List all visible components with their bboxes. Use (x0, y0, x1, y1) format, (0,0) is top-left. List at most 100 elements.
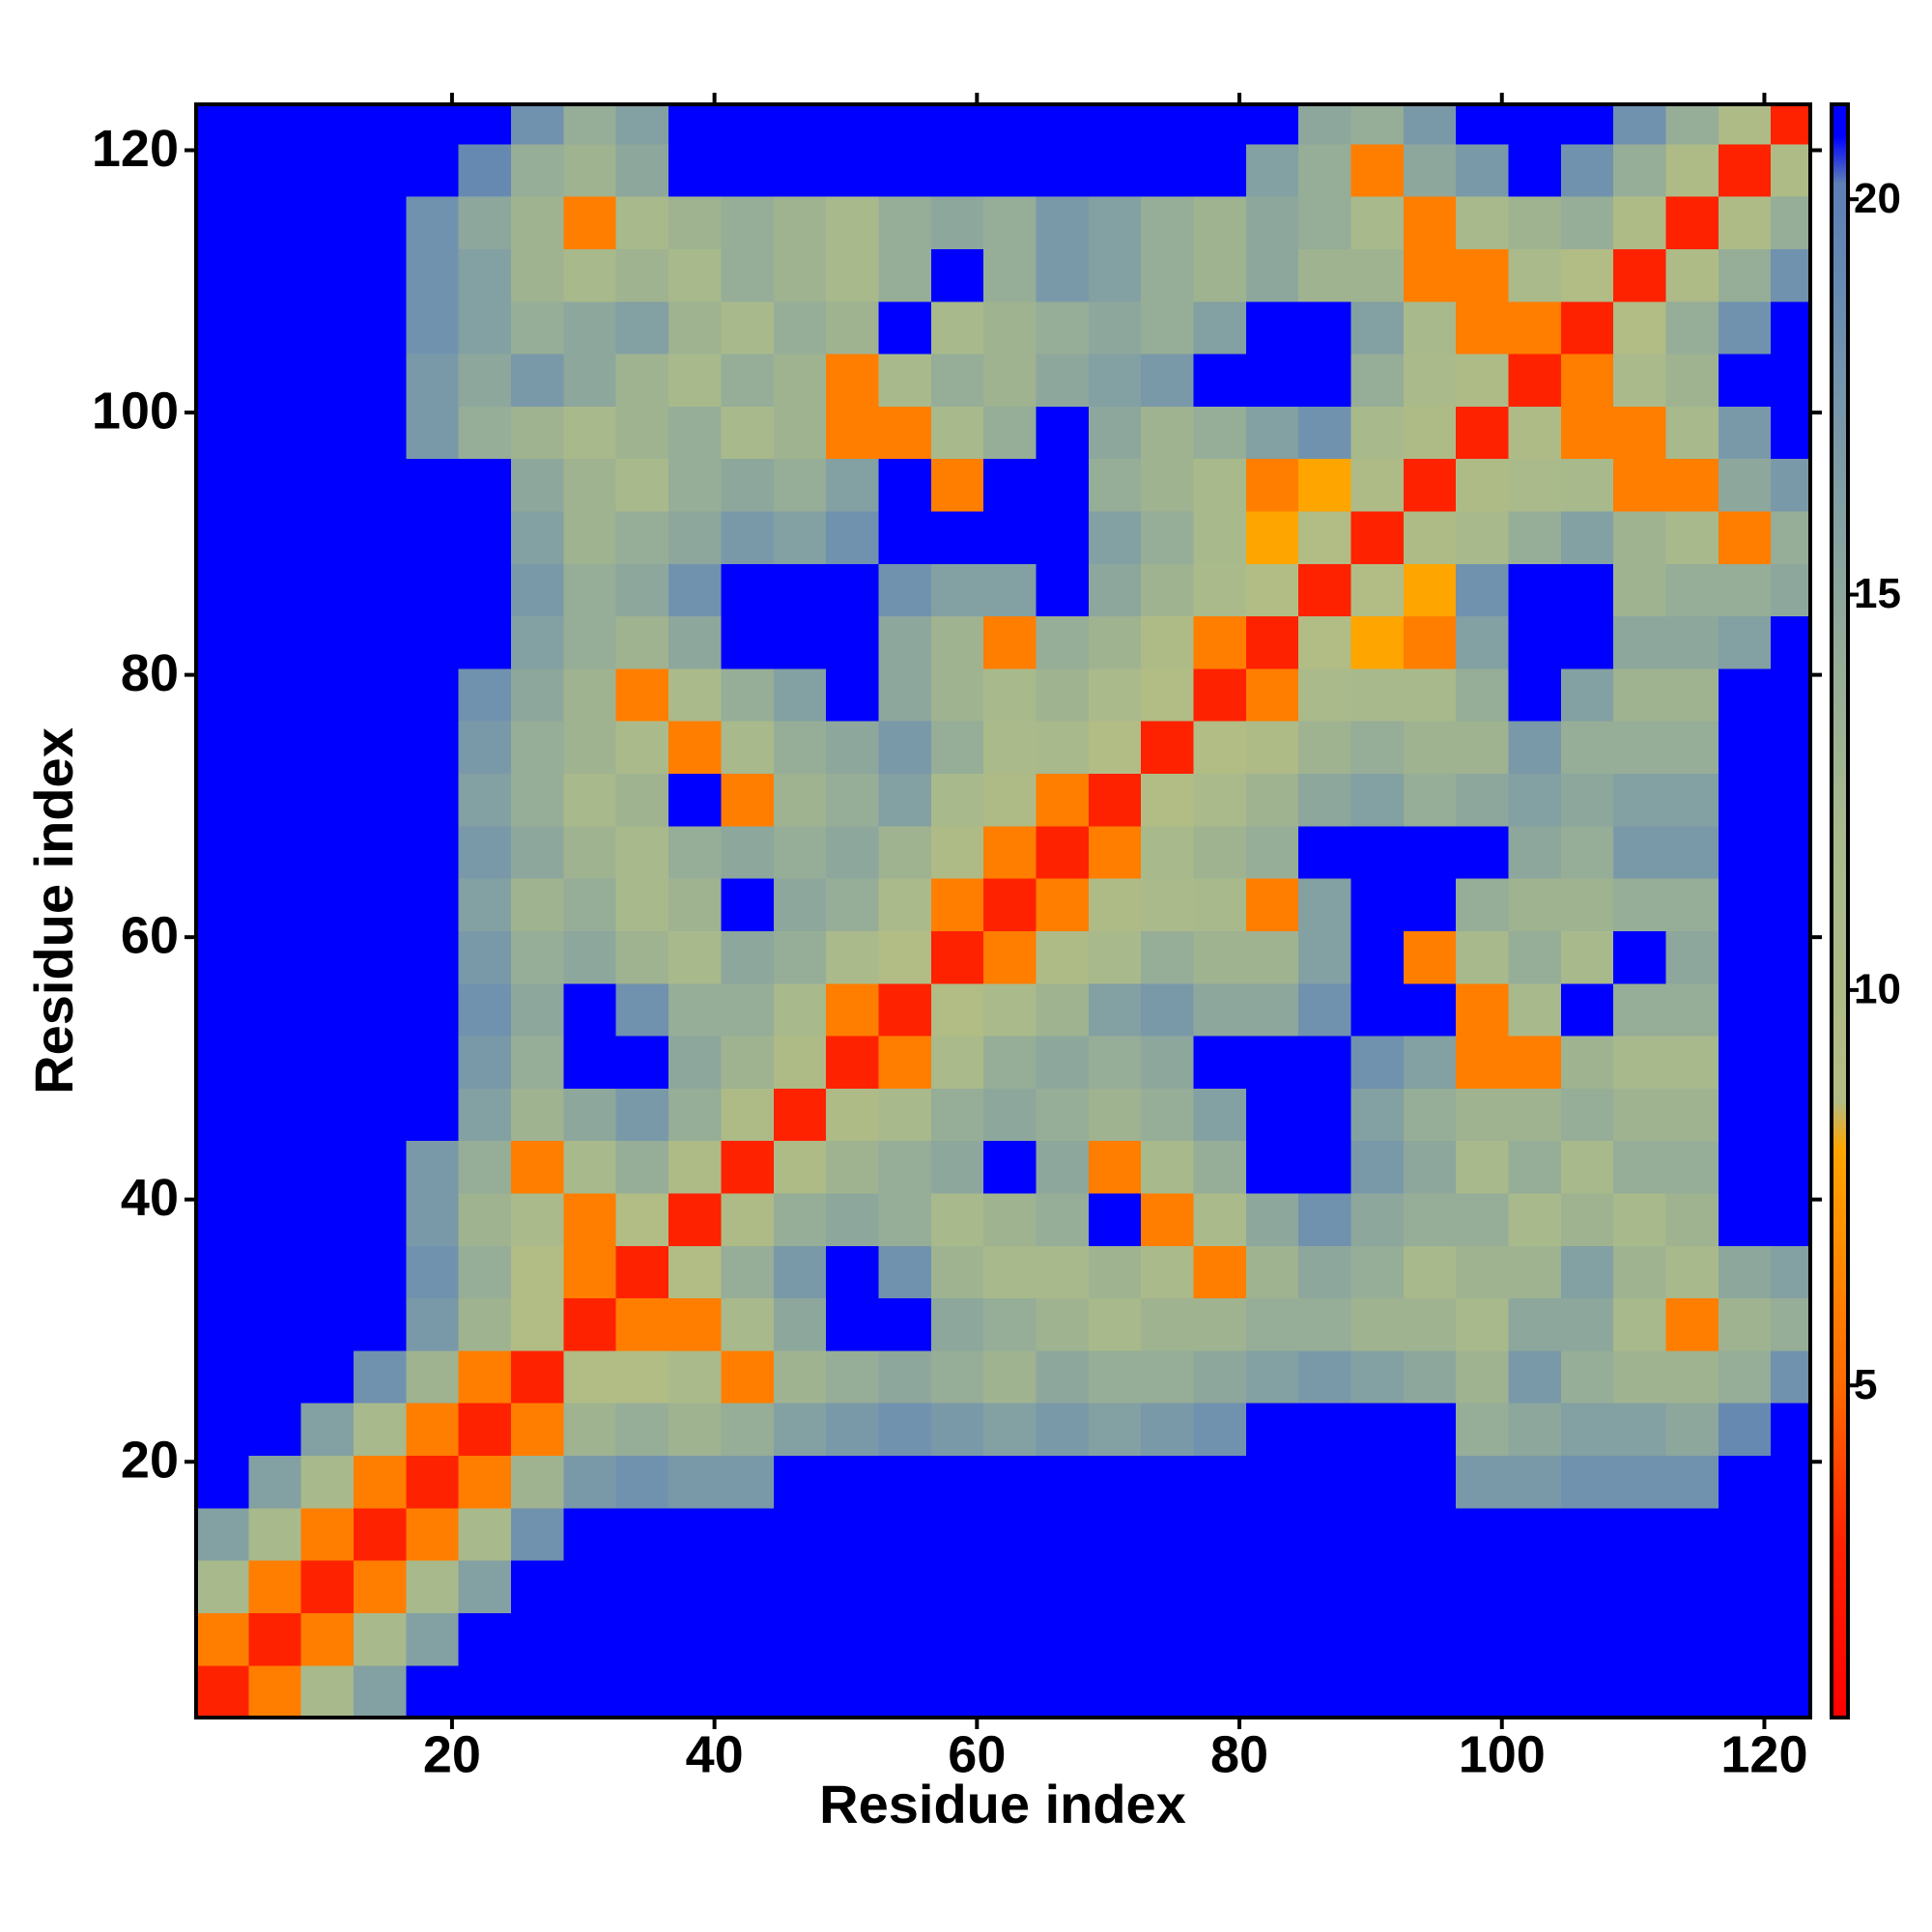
heatmap-cell (1771, 1192, 1810, 1246)
heatmap-cell (1141, 982, 1195, 1037)
heatmap-cell (721, 1507, 775, 1561)
heatmap-cell (563, 1350, 617, 1404)
y-tick-label: 20 (121, 1432, 179, 1490)
heatmap-cell (1613, 1507, 1667, 1561)
heatmap-cell (615, 1088, 669, 1142)
heatmap-cell (406, 668, 460, 722)
heatmap-cell (721, 1245, 775, 1299)
heatmap-cell (773, 1350, 827, 1404)
heatmap-cell (458, 300, 512, 355)
heatmap-cell (930, 615, 984, 669)
heatmap-cell (1036, 615, 1090, 669)
heatmap-cell (563, 1245, 617, 1299)
heatmap-cell (1298, 668, 1352, 722)
heatmap-cell (1036, 1560, 1090, 1613)
heatmap-cell (1771, 1088, 1810, 1142)
heatmap-cell (1036, 300, 1090, 355)
heatmap-cell (1245, 510, 1299, 564)
heatmap-cell (1245, 825, 1299, 879)
heatmap-cell (721, 196, 775, 249)
heatmap-cell (983, 104, 1037, 145)
heatmap-cell (1456, 1245, 1510, 1299)
heatmap-cell (1036, 1088, 1090, 1142)
heatmap-cell (668, 353, 723, 407)
heatmap-cell (668, 1560, 723, 1613)
heatmap-cell (1193, 1297, 1247, 1351)
heatmap-cell (300, 1455, 355, 1509)
heatmap-cell (826, 1403, 880, 1457)
heatmap-cell (983, 1664, 1037, 1718)
heatmap-cell (1193, 563, 1247, 617)
heatmap-cell (1665, 104, 1719, 145)
heatmap-cell (668, 1455, 723, 1509)
heatmap-cell (563, 104, 617, 145)
heatmap-cell (878, 300, 932, 355)
heatmap-cell (1560, 1192, 1614, 1246)
heatmap-cell (1456, 721, 1510, 775)
heatmap-cell (930, 406, 984, 460)
heatmap-cell (668, 196, 723, 249)
heatmap-cell (878, 615, 932, 669)
heatmap-cell (1298, 1612, 1352, 1666)
heatmap-cell (248, 615, 302, 669)
heatmap-cell (1718, 773, 1772, 827)
heatmap-cell (773, 510, 827, 564)
heatmap-cell (1560, 1455, 1614, 1509)
plot-frame (194, 102, 1812, 1719)
heatmap-cell (615, 510, 669, 564)
heatmap-cell (1298, 458, 1352, 512)
heatmap-cell (1665, 1035, 1719, 1089)
heatmap-cell (721, 510, 775, 564)
heatmap-cell (1088, 1664, 1142, 1718)
heatmap-cell (1560, 668, 1614, 722)
heatmap-cell (930, 1035, 984, 1089)
heatmap-cell (1560, 825, 1614, 879)
heatmap-cell (1456, 1507, 1510, 1561)
heatmap-cell (1141, 1140, 1195, 1194)
heatmap-cell (511, 1035, 564, 1089)
heatmap-cell (511, 825, 564, 879)
heatmap-cell (1456, 773, 1510, 827)
heatmap-cell (615, 1403, 669, 1457)
heatmap-cell (1350, 1088, 1405, 1142)
heatmap-cell (1560, 248, 1614, 302)
heatmap-cell (196, 353, 249, 407)
y-tick-label: 60 (121, 906, 179, 964)
heatmap-cell (248, 825, 302, 879)
heatmap-cell (196, 458, 249, 512)
heatmap-cell (1193, 353, 1247, 407)
heatmap-cell (1613, 563, 1667, 617)
heatmap-cell (1718, 353, 1772, 407)
heatmap-cell (511, 1297, 564, 1351)
heatmap-cell (196, 406, 249, 460)
heatmap-cell (354, 104, 407, 145)
heatmap-cell (511, 773, 564, 827)
heatmap-cell (1141, 353, 1195, 407)
heatmap-cell (1613, 1245, 1667, 1299)
heatmap-cell (354, 668, 407, 722)
heatmap-cell (1141, 1560, 1195, 1613)
heatmap-cell (354, 1035, 407, 1089)
heatmap-cell (668, 458, 723, 512)
heatmap-cell (1298, 1192, 1352, 1246)
heatmap-cell (511, 353, 564, 407)
heatmap-cell (826, 1088, 880, 1142)
heatmap-cell (511, 300, 564, 355)
heatmap-cell (300, 668, 355, 722)
heatmap-cell (1193, 1403, 1247, 1457)
heatmap-cell (1088, 930, 1142, 984)
heatmap-cell (1350, 1035, 1405, 1089)
heatmap-cell (1508, 1245, 1562, 1299)
heatmap-cell (721, 982, 775, 1037)
heatmap-cell (878, 248, 932, 302)
heatmap-cell (1141, 563, 1195, 617)
heatmap-cell (458, 196, 512, 249)
heatmap-cell (511, 248, 564, 302)
heatmap-cell (1456, 825, 1510, 879)
heatmap-cell (1350, 1664, 1405, 1718)
heatmap-cell (1193, 248, 1247, 302)
heatmap-cell (1141, 1297, 1195, 1351)
heatmap-cell (1036, 825, 1090, 879)
heatmap-cell (1771, 300, 1810, 355)
heatmap-cell (1350, 1245, 1405, 1299)
